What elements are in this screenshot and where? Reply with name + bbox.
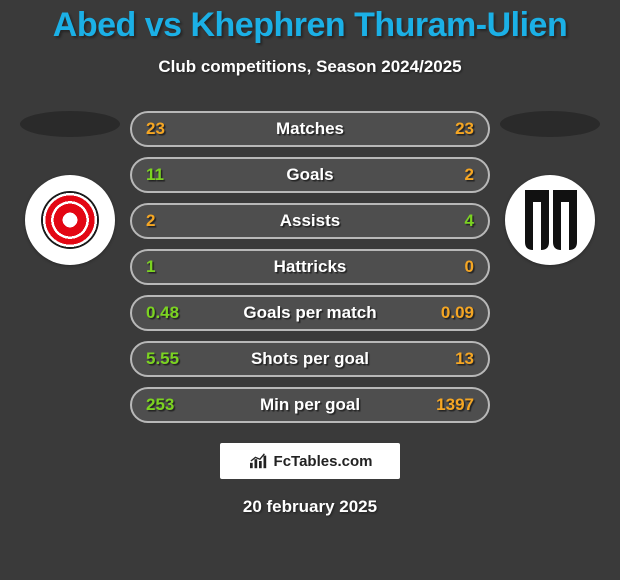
stat-row: 1Hattricks0 <box>130 249 490 285</box>
stat-label: Matches <box>132 119 488 139</box>
stat-row: 2Assists4 <box>130 203 490 239</box>
stat-left-value: 23 <box>146 119 165 139</box>
chart-icon <box>248 452 270 470</box>
page-title: Abed vs Khephren Thuram-Ulien <box>10 0 610 45</box>
stat-right-value: 23 <box>455 119 474 139</box>
stat-right-value: 13 <box>455 349 474 369</box>
stat-right-value: 2 <box>465 165 474 185</box>
stat-right-value: 0.09 <box>441 303 474 323</box>
stat-left-value: 0.48 <box>146 303 179 323</box>
comparison-card: Abed vs Khephren Thuram-Ulien Club compe… <box>0 0 620 580</box>
left-ellipse <box>20 111 120 137</box>
stat-row: 0.48Goals per match0.09 <box>130 295 490 331</box>
brand-badge: FcTables.com <box>220 443 400 479</box>
stat-row: 11Goals2 <box>130 157 490 193</box>
date-text: 20 february 2025 <box>10 497 610 517</box>
stat-row: 5.55Shots per goal13 <box>130 341 490 377</box>
stat-left-value: 1 <box>146 257 155 277</box>
psv-logo-icon <box>41 191 99 249</box>
juventus-logo-icon <box>519 184 581 256</box>
right-side <box>500 111 600 265</box>
brand-text: FcTables.com <box>274 453 373 470</box>
stats-column: 23Matches2311Goals22Assists41Hattricks00… <box>130 111 490 423</box>
stat-label: Goals per match <box>132 303 488 323</box>
stat-right-value: 1397 <box>436 395 474 415</box>
stat-right-value: 4 <box>465 211 474 231</box>
stat-left-value: 253 <box>146 395 174 415</box>
left-club-badge <box>25 175 115 265</box>
main-layout: 23Matches2311Goals22Assists41Hattricks00… <box>10 111 610 423</box>
stat-label: Hattricks <box>132 257 488 277</box>
right-ellipse <box>500 111 600 137</box>
stat-row: 23Matches23 <box>130 111 490 147</box>
stat-left-value: 2 <box>146 211 155 231</box>
stat-right-value: 0 <box>465 257 474 277</box>
stat-row: 253Min per goal1397 <box>130 387 490 423</box>
stat-label: Shots per goal <box>132 349 488 369</box>
stat-left-value: 11 <box>146 165 164 185</box>
stat-left-value: 5.55 <box>146 349 179 369</box>
left-side <box>20 111 120 265</box>
stat-label: Assists <box>132 211 488 231</box>
subtitle: Club competitions, Season 2024/2025 <box>10 57 610 77</box>
stat-label: Goals <box>132 165 488 185</box>
stat-label: Min per goal <box>132 395 488 415</box>
right-club-badge <box>505 175 595 265</box>
